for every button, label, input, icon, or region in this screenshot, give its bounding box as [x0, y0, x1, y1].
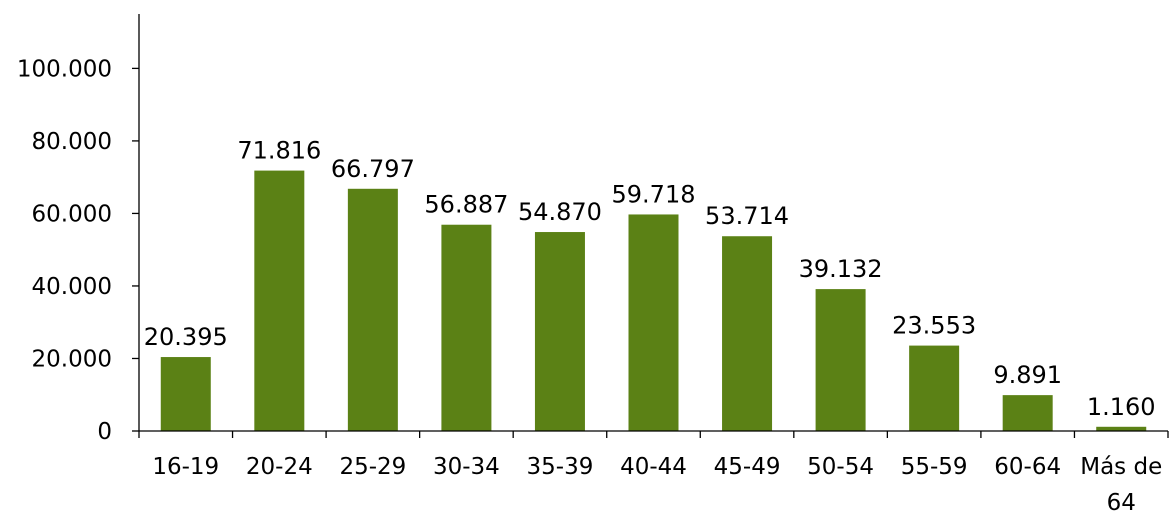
axis-layer: [132, 14, 1169, 438]
data-label: 39.132: [799, 255, 883, 283]
bars-layer: [160, 170, 1147, 431]
bar-25-29: [347, 188, 398, 431]
data-label: 1.160: [1087, 393, 1156, 421]
x-category-label: 45-49: [714, 454, 781, 480]
data-label: 56.887: [424, 191, 508, 219]
data-label: 71.816: [237, 137, 321, 165]
x-category-label: 55-59: [901, 454, 968, 480]
x-category-label: 40-44: [620, 454, 687, 480]
data-label: 9.891: [993, 361, 1062, 389]
x-category-label: 25-29: [339, 454, 406, 480]
bar-35-39: [534, 232, 585, 431]
bar-50-54: [815, 289, 866, 431]
data-label: 59.718: [612, 180, 696, 208]
bar-45-49: [722, 236, 773, 431]
bar-55-59: [909, 345, 960, 431]
y-tick-label: 20.000: [32, 346, 112, 372]
data-label: 66.797: [331, 155, 415, 183]
data-label: 53.714: [705, 202, 789, 230]
labels-layer: 20.395 71.816 66.797 56.887 54.870 59.718 53.7…: [17, 56, 1162, 516]
y-tick-label: 60.000: [32, 201, 112, 227]
y-tick-label: 0: [97, 419, 112, 445]
x-category-label: 16-19: [152, 454, 219, 480]
bar-40-44: [628, 214, 679, 431]
x-category-label: 50-54: [807, 454, 874, 480]
y-tick-label: 100.000: [17, 56, 112, 82]
data-label: 54.870: [518, 198, 602, 226]
bar-20-24: [254, 170, 305, 431]
bar-16-19: [160, 357, 211, 431]
x-category-label: 20-24: [246, 454, 313, 480]
data-label: 23.553: [892, 312, 976, 340]
x-category-label: 35-39: [527, 454, 594, 480]
y-tick-label: 80.000: [32, 129, 112, 155]
data-label: 20.395: [144, 323, 228, 351]
bar-más-de-64: [1096, 426, 1147, 431]
x-category-label: 30-34: [433, 454, 500, 480]
bar-60-64: [1002, 395, 1053, 431]
bar-30-34: [441, 224, 492, 431]
x-category-label: Más de 64: [1080, 454, 1162, 516]
x-category-label: 60-64: [994, 454, 1061, 480]
y-tick-label: 40.000: [32, 274, 112, 300]
